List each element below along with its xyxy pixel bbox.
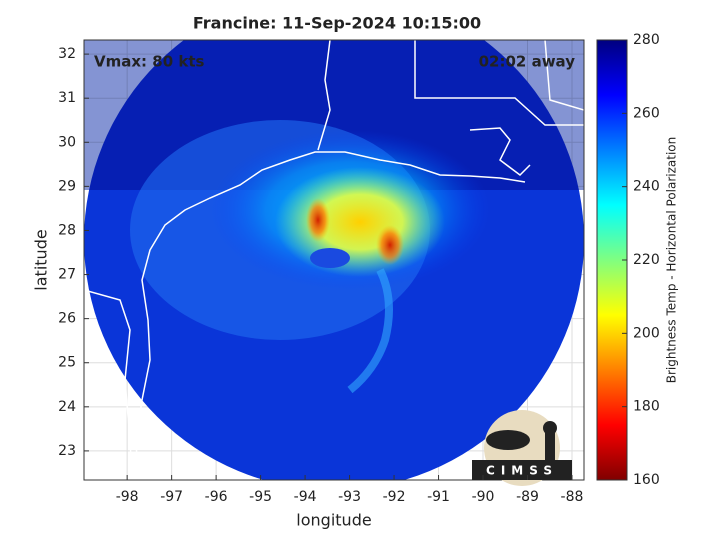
x-tick-label: -90	[472, 489, 495, 505]
colorbar-tick-label: 280	[633, 32, 660, 48]
x-tick-label: -97	[160, 489, 183, 505]
y-tick-label: 27	[58, 267, 76, 283]
annotation: Vmax: 80 kts	[94, 53, 204, 71]
logo-shape	[486, 430, 530, 450]
logo-text: CIMSS	[486, 464, 558, 478]
colorbar-tick-label: 160	[633, 472, 660, 488]
plot-frame	[83, 39, 585, 481]
annotation: 02:02 away	[479, 53, 576, 71]
logo-shape	[543, 421, 557, 435]
x-tick-label: -94	[294, 489, 317, 505]
x-tick-label: -92	[383, 489, 406, 505]
colorbar-tick-label: 200	[633, 325, 660, 341]
y-tick-label: 26	[58, 311, 76, 327]
y-axis-label: latitude	[32, 229, 51, 290]
colorbar-tick-label: 220	[633, 252, 660, 268]
y-tick-label: 32	[58, 46, 76, 62]
y-tick-label: 31	[58, 90, 76, 106]
logo: CIMSS	[472, 410, 572, 486]
y-tick-label: 24	[58, 399, 76, 415]
storm-band	[376, 225, 404, 265]
storm-eye	[310, 248, 350, 268]
x-tick-label: -95	[249, 489, 272, 505]
y-tick-label: 30	[58, 134, 76, 150]
colorbar-tick-label: 240	[633, 179, 660, 195]
y-tick-label: 28	[58, 222, 76, 238]
plot-area	[84, 40, 584, 480]
x-tick-label: -89	[516, 489, 539, 505]
x-tick-label: -91	[427, 489, 450, 505]
logo-shape	[545, 430, 555, 460]
y-tick-label: 29	[58, 178, 76, 194]
y-tick-label: 23	[58, 443, 76, 459]
x-tick-label: -88	[561, 489, 584, 505]
y-tick-label: 25	[58, 355, 76, 371]
storm-band	[306, 198, 330, 242]
x-tick-label: -98	[116, 489, 139, 505]
chart-title: Francine: 11-Sep-2024 10:15:00	[193, 14, 481, 33]
colorbar-tick-label: 260	[633, 105, 660, 121]
coastline	[84, 40, 584, 480]
x-tick-label: -96	[205, 489, 228, 505]
x-axis-label: longitude	[296, 511, 371, 530]
logo-band	[472, 460, 572, 480]
x-tick-label: -93	[338, 489, 361, 505]
colorbar-tick-label: 180	[633, 399, 660, 415]
rain-band	[347, 268, 393, 394]
storm-core	[275, 167, 445, 277]
colorbar-label: Brightness Temp - Horizontal Polarizatio…	[665, 137, 679, 384]
